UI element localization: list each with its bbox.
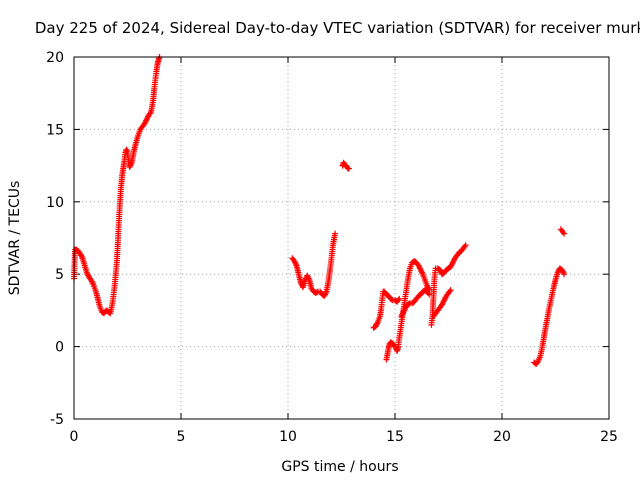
x-tick-label: 20 bbox=[493, 429, 511, 445]
x-tick-label: 25 bbox=[600, 429, 618, 445]
data-point bbox=[462, 242, 469, 249]
data-point bbox=[332, 230, 339, 237]
grid-lines bbox=[74, 57, 609, 419]
data-point bbox=[426, 291, 433, 298]
y-tick-label: 10 bbox=[46, 195, 64, 211]
x-axis-label: GPS time / hours bbox=[281, 459, 398, 475]
data-point bbox=[561, 271, 568, 278]
data-points bbox=[71, 54, 568, 367]
data-point bbox=[396, 295, 403, 302]
data-point bbox=[123, 146, 130, 153]
x-tick-label: 0 bbox=[70, 429, 79, 445]
x-tick-label: 5 bbox=[177, 429, 186, 445]
x-tick-label: 10 bbox=[279, 429, 297, 445]
data-point bbox=[561, 230, 568, 237]
y-tick-label: 0 bbox=[55, 340, 64, 356]
chart-title: Day 225 of 2024, Sidereal Day-to-day VTE… bbox=[35, 19, 640, 37]
y-tick-label: 5 bbox=[55, 267, 64, 283]
plot-frame bbox=[73, 56, 610, 420]
y-tick-label: 20 bbox=[46, 50, 64, 66]
y-axis-label: SDTVAR / TECUs bbox=[7, 181, 23, 296]
data-point bbox=[345, 165, 352, 172]
y-tick-label: -5 bbox=[50, 412, 64, 428]
data-point bbox=[313, 289, 320, 296]
data-point bbox=[447, 287, 454, 294]
y-tick-label: 15 bbox=[46, 122, 64, 138]
data-point bbox=[388, 296, 395, 303]
data-point bbox=[405, 300, 412, 307]
x-tick-label: 15 bbox=[386, 429, 404, 445]
